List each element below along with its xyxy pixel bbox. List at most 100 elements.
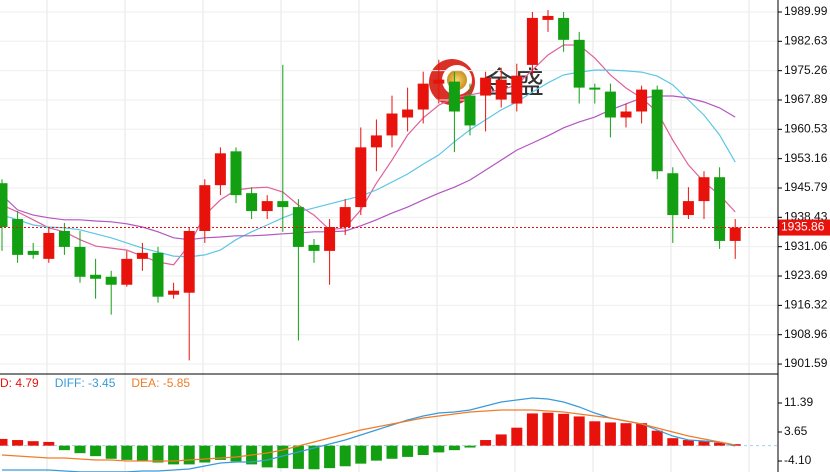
y-tick-label: 1989.99	[784, 4, 828, 18]
candle-body	[511, 75, 523, 104]
histogram-bar	[667, 438, 679, 446]
candle-body	[339, 207, 351, 228]
candle-body	[417, 83, 429, 110]
y-tick-label: 3.65	[784, 424, 808, 438]
y-tick-label: 1975.26	[784, 63, 828, 77]
candle-body	[214, 153, 226, 186]
histogram-bar	[0, 438, 8, 446]
candle-body	[651, 89, 663, 172]
histogram-bar	[90, 445, 102, 457]
candle-body	[74, 246, 86, 277]
candle-body	[43, 232, 55, 259]
histogram-bar	[464, 445, 476, 448]
histogram-bar	[386, 445, 398, 459]
histogram-bar	[682, 440, 694, 446]
candle-body	[277, 201, 289, 208]
histogram-bar	[714, 442, 726, 446]
last-price-label: 1935.86	[781, 220, 825, 234]
y-tick-label: 1901.59	[784, 356, 828, 370]
histogram-bar	[12, 440, 24, 446]
histogram-bar	[480, 440, 492, 446]
candle-body	[58, 230, 70, 247]
candle-body	[433, 79, 445, 84]
candle-body	[682, 201, 694, 216]
histogram-bar	[589, 421, 601, 446]
series-line	[1, 44, 736, 266]
histogram-bar	[370, 445, 382, 461]
candle-body	[27, 250, 39, 255]
histogram-bar	[230, 445, 242, 462]
candle-body	[292, 207, 304, 247]
histogram-bar	[604, 422, 616, 446]
histogram-bar	[433, 445, 445, 453]
candle-body	[90, 274, 102, 279]
candle-body	[136, 252, 148, 259]
candle-body	[636, 89, 648, 112]
candle-body	[152, 252, 164, 297]
histogram-bar	[511, 427, 523, 446]
histogram-bar	[698, 441, 710, 446]
candle-body	[246, 193, 258, 212]
histogram-bar	[636, 423, 648, 446]
y-tick-label: 11.39	[784, 395, 813, 409]
y-tick-label: -4.10	[784, 453, 812, 467]
candle-body	[604, 91, 616, 118]
candle-body	[495, 79, 507, 100]
vertical-grid	[46, 0, 750, 472]
histogram-bar	[558, 413, 570, 446]
candle-body	[558, 17, 570, 40]
histogram-bar	[651, 430, 663, 446]
histogram-bar	[27, 441, 39, 446]
histogram-bar	[74, 445, 86, 454]
candle-body	[620, 111, 632, 118]
candle-body	[480, 77, 492, 96]
plot-area	[0, 9, 741, 361]
candle-body	[105, 276, 117, 285]
histogram-bar	[573, 416, 585, 446]
histogram-bar	[526, 413, 538, 446]
histogram-bar	[43, 441, 55, 446]
y-tick-label: 1967.89	[784, 92, 828, 106]
candle-body	[386, 113, 398, 136]
histogram-bar	[58, 445, 70, 451]
candle-body	[199, 185, 211, 231]
histogram-bar	[495, 434, 507, 446]
indicator-label: DIFF: -3.45	[55, 376, 116, 390]
histogram-bar	[339, 445, 351, 467]
candle-body	[168, 290, 180, 295]
histogram-bar	[261, 445, 273, 468]
candle-body	[0, 183, 8, 228]
histogram-bar	[214, 445, 226, 460]
histogram-bar	[277, 445, 289, 469]
histogram-bar	[152, 445, 164, 463]
candle-body	[370, 135, 382, 148]
candle-body	[355, 147, 367, 208]
histogram-bar	[199, 445, 211, 463]
candle-body	[121, 258, 133, 285]
candle-body	[261, 201, 273, 212]
candle-body	[308, 244, 320, 251]
y-tick-label: 1931.06	[784, 239, 828, 253]
candle-body	[402, 109, 414, 118]
series-line	[1, 69, 736, 258]
histogram-bar	[308, 445, 320, 470]
candle-body	[183, 230, 195, 293]
candle-body	[589, 87, 601, 90]
histogram-bar	[324, 445, 336, 469]
candle-body	[526, 17, 538, 65]
y-tick-label: 1982.63	[784, 33, 828, 47]
y-tick-label: 1923.69	[784, 268, 828, 282]
histogram-bar	[292, 445, 304, 469]
y-tick-label: 1960.53	[784, 121, 828, 135]
histogram-bar	[620, 423, 632, 446]
histogram-bar	[105, 445, 117, 459]
y-tick-label: 1953.16	[784, 151, 828, 165]
histogram-bar	[168, 445, 180, 465]
histogram-bar	[136, 445, 148, 461]
candle-body	[464, 95, 476, 126]
histogram-bar	[448, 445, 460, 451]
candle-body	[448, 81, 460, 112]
candle-body	[12, 219, 24, 255]
